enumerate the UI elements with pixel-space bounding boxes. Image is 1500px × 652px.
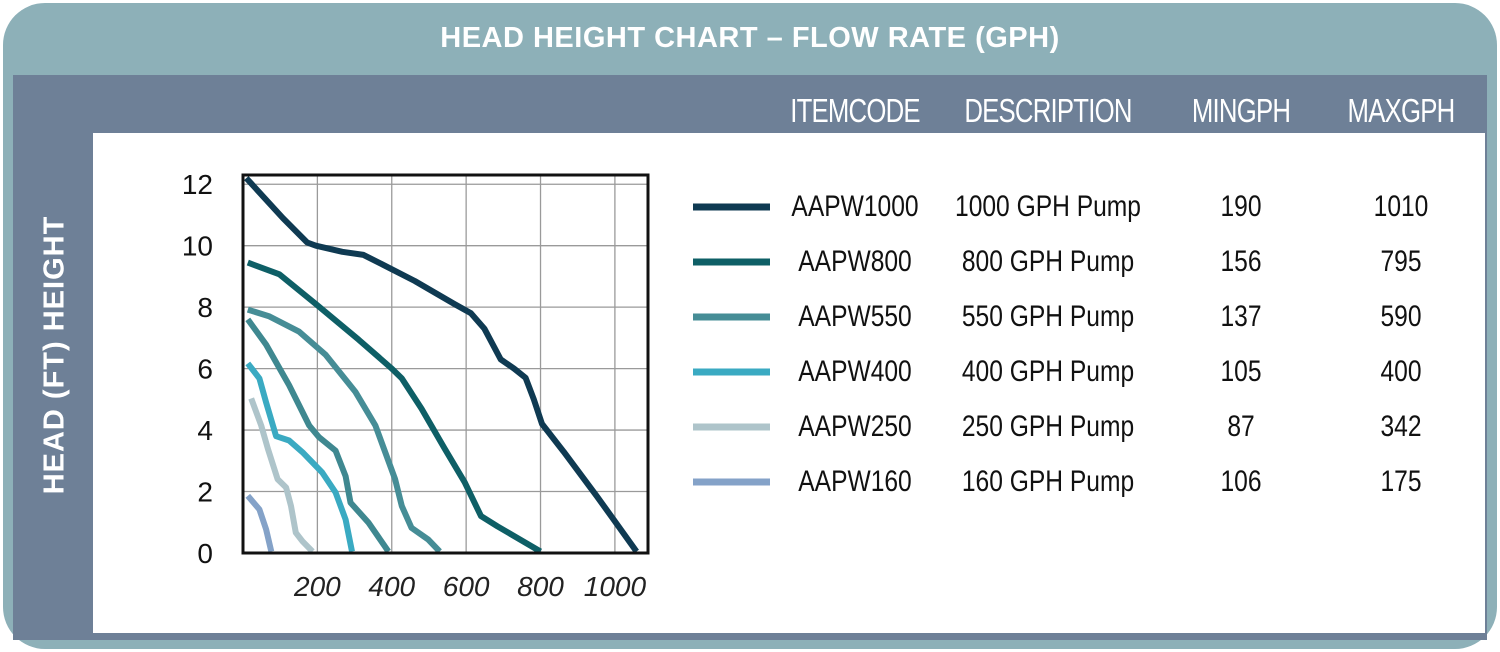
plot-frame bbox=[241, 173, 650, 555]
series-line-aapw400 bbox=[245, 361, 355, 553]
y-tick-label: 8 bbox=[197, 292, 213, 323]
item-code-cell: AAPW250 bbox=[798, 410, 912, 443]
header-mingph: MINGPH bbox=[1191, 92, 1291, 129]
y-tick-label: 4 bbox=[197, 415, 213, 446]
content-panel bbox=[93, 133, 1485, 633]
y-tick-label: 12 bbox=[182, 169, 213, 200]
series-line-curve-3 bbox=[245, 317, 391, 554]
series-line-aapw160 bbox=[245, 493, 275, 553]
max-gph-cell: 1010 bbox=[1373, 190, 1429, 223]
header-description: DESCRIPTION bbox=[964, 92, 1132, 129]
legend-line-swatch bbox=[693, 478, 770, 486]
y-tick-label: 2 bbox=[197, 477, 213, 508]
min-gph-cell: 106 bbox=[1220, 465, 1262, 498]
item-code-cell: AAPW550 bbox=[798, 300, 912, 333]
series-line-aapw250 bbox=[248, 397, 315, 554]
series-line-aapw1000 bbox=[244, 176, 639, 554]
chart-title: HEAD HEIGHT CHART – FLOW RATE (GPH) bbox=[440, 22, 1060, 54]
legend-line-swatch bbox=[693, 258, 770, 266]
x-tick-label: 600 bbox=[443, 571, 490, 602]
description-cell: 250 GPH Pump bbox=[961, 410, 1135, 443]
min-gph-cell: 156 bbox=[1220, 245, 1262, 278]
y-tick-label: 10 bbox=[182, 231, 213, 262]
description-cell: 400 GPH Pump bbox=[961, 355, 1135, 388]
x-tick-label: 1000 bbox=[584, 571, 647, 602]
description-cell: 800 GPH Pump bbox=[961, 245, 1135, 278]
x-tick-label: 800 bbox=[517, 571, 564, 602]
item-code-cell: AAPW400 bbox=[798, 355, 912, 388]
x-tick-label: 400 bbox=[368, 571, 415, 602]
legend-line-swatch bbox=[693, 368, 770, 376]
y-tick-label: 0 bbox=[197, 538, 213, 569]
description-cell: 1000 GPH Pump bbox=[955, 190, 1141, 223]
legend-line-swatch bbox=[693, 423, 770, 431]
series-line-aapw800 bbox=[246, 259, 543, 555]
min-gph-cell: 137 bbox=[1220, 300, 1262, 333]
max-gph-cell: 342 bbox=[1380, 410, 1422, 443]
item-code-cell: AAPW800 bbox=[798, 245, 912, 278]
min-gph-cell: 87 bbox=[1227, 410, 1255, 443]
item-code-cell: AAPW160 bbox=[798, 465, 912, 498]
description-cell: 160 GPH Pump bbox=[961, 465, 1135, 498]
legend-line-swatch bbox=[693, 313, 770, 321]
min-gph-cell: 105 bbox=[1220, 355, 1262, 388]
x-tick-label: 200 bbox=[293, 571, 341, 602]
max-gph-cell: 400 bbox=[1380, 355, 1422, 388]
max-gph-cell: 590 bbox=[1380, 300, 1422, 333]
max-gph-cell: 795 bbox=[1380, 245, 1422, 278]
header-maxgph: MAXGPH bbox=[1347, 92, 1456, 129]
header-itemcode: ITEMCODE bbox=[790, 92, 920, 129]
series-line-aapw550 bbox=[246, 306, 442, 554]
description-cell: 550 GPH Pump bbox=[961, 300, 1135, 333]
min-gph-cell: 190 bbox=[1220, 190, 1262, 223]
legend-line-swatch bbox=[693, 203, 770, 211]
y-tick-label: 6 bbox=[197, 354, 213, 385]
max-gph-cell: 175 bbox=[1380, 465, 1422, 498]
item-code-cell: AAPW1000 bbox=[791, 190, 919, 223]
